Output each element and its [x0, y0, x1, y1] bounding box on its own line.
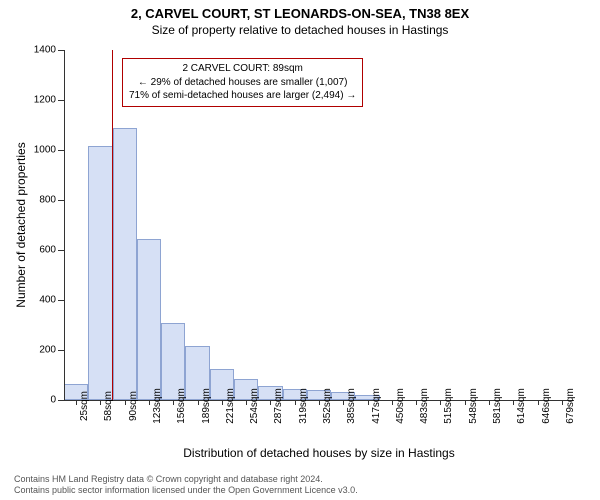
y-tick-mark [58, 250, 64, 251]
x-tick-label: 123sqm [152, 388, 163, 424]
chart-title-main: 2, CARVEL COURT, ST LEONARDS-ON-SEA, TN3… [0, 0, 600, 21]
x-tick-label: 221sqm [225, 388, 236, 424]
y-axis: 0200400600800100012001400 [0, 50, 64, 400]
footer-line2: Contains public sector information licen… [14, 485, 358, 496]
x-tick-label: 646sqm [541, 388, 552, 424]
x-tick-label: 679sqm [565, 388, 576, 424]
x-tick-mark [76, 400, 77, 405]
x-tick-label: 483sqm [419, 388, 430, 424]
x-tick-mark [513, 400, 514, 405]
x-tick-mark [440, 400, 441, 405]
x-tick-label: 58sqm [103, 391, 114, 421]
x-tick-mark [270, 400, 271, 405]
y-tick-mark [58, 100, 64, 101]
x-tick-label: 385sqm [346, 388, 357, 424]
y-tick-mark [58, 300, 64, 301]
x-axis-label: Distribution of detached houses by size … [64, 446, 574, 460]
footer-attribution: Contains HM Land Registry data © Crown c… [14, 474, 358, 497]
histogram-bar [137, 239, 161, 400]
y-tick-label: 400 [16, 295, 56, 306]
x-tick-label: 417sqm [371, 388, 382, 424]
y-tick-mark [58, 150, 64, 151]
y-axis-line [64, 50, 65, 400]
y-tick-label: 1000 [16, 145, 56, 156]
x-tick-mark [343, 400, 344, 405]
x-tick-mark [368, 400, 369, 405]
x-tick-label: 156sqm [176, 388, 187, 424]
y-tick-label: 1200 [16, 95, 56, 106]
x-tick-mark [173, 400, 174, 405]
x-tick-mark [416, 400, 417, 405]
y-tick-label: 1400 [16, 45, 56, 56]
x-tick-mark [149, 400, 150, 405]
x-tick-label: 515sqm [443, 388, 454, 424]
histogram-bar [113, 128, 137, 401]
x-tick-label: 25sqm [79, 391, 90, 421]
x-tick-label: 548sqm [468, 388, 479, 424]
chart-container: 2, CARVEL COURT, ST LEONARDS-ON-SEA, TN3… [0, 0, 600, 500]
x-tick-label: 189sqm [201, 388, 212, 424]
x-tick-label: 254sqm [249, 388, 260, 424]
x-tick-label: 450sqm [395, 388, 406, 424]
plot-area: 2 CARVEL COURT: 89sqm← 29% of detached h… [64, 50, 574, 400]
annotation-line3: 71% of semi-detached houses are larger (… [129, 89, 356, 103]
x-tick-label: 90sqm [128, 391, 139, 421]
x-tick-label: 319sqm [298, 388, 309, 424]
x-tick-mark [198, 400, 199, 405]
x-tick-mark [246, 400, 247, 405]
x-tick-label: 614sqm [516, 388, 527, 424]
x-tick-mark [125, 400, 126, 405]
x-tick-mark [489, 400, 490, 405]
x-tick-label: 581sqm [492, 388, 503, 424]
y-tick-label: 800 [16, 195, 56, 206]
y-tick-mark [58, 350, 64, 351]
y-tick-label: 0 [16, 395, 56, 406]
x-tick-mark [538, 400, 539, 405]
x-tick-mark [295, 400, 296, 405]
y-tick-label: 600 [16, 245, 56, 256]
y-tick-mark [58, 50, 64, 51]
annotation-box: 2 CARVEL COURT: 89sqm← 29% of detached h… [122, 58, 363, 107]
x-tick-label: 352sqm [322, 388, 333, 424]
x-tick-mark [222, 400, 223, 405]
y-tick-mark [58, 200, 64, 201]
x-tick-mark [392, 400, 393, 405]
annotation-line1: 2 CARVEL COURT: 89sqm [129, 62, 356, 76]
histogram-bar [88, 146, 112, 400]
x-tick-mark [319, 400, 320, 405]
chart-title-sub: Size of property relative to detached ho… [0, 21, 600, 37]
x-tick-mark [562, 400, 563, 405]
footer-line1: Contains HM Land Registry data © Crown c… [14, 474, 358, 485]
x-tick-label: 287sqm [273, 388, 284, 424]
y-tick-label: 200 [16, 345, 56, 356]
x-tick-mark [465, 400, 466, 405]
reference-marker-line [112, 50, 113, 400]
annotation-line2: ← 29% of detached houses are smaller (1,… [129, 76, 356, 90]
x-tick-mark [100, 400, 101, 405]
